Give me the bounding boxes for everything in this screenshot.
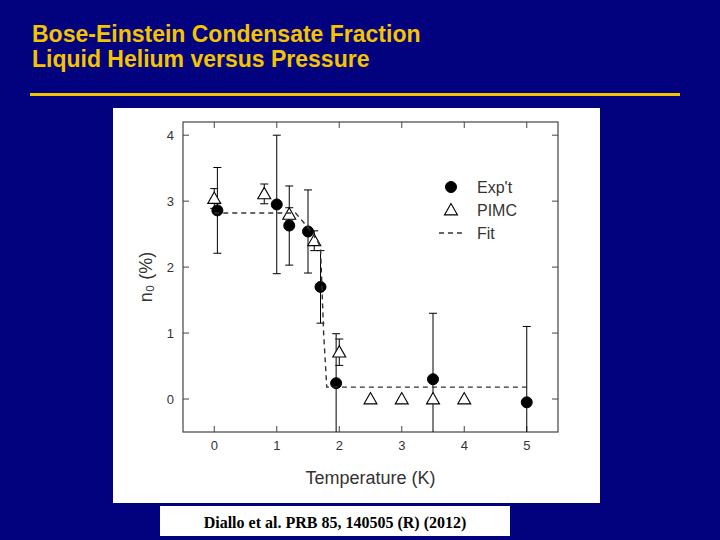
y-tick bbox=[552, 267, 558, 268]
data-point bbox=[428, 374, 439, 385]
figure-panel bbox=[113, 108, 600, 503]
slide: Bose-Einstein Condensate FractionLiquid … bbox=[0, 0, 720, 540]
plot-frame bbox=[183, 122, 558, 432]
y-tick-label: 4 bbox=[167, 128, 174, 143]
data-point bbox=[395, 393, 408, 404]
error-cap bbox=[429, 313, 437, 314]
y-tick-label: 2 bbox=[167, 260, 174, 275]
x-tick bbox=[276, 122, 277, 128]
data-point bbox=[258, 187, 271, 198]
data-point bbox=[212, 205, 223, 216]
y-tick bbox=[183, 333, 189, 334]
y-tick-label: 1 bbox=[167, 326, 174, 341]
error-cap bbox=[304, 273, 312, 274]
error-cap bbox=[335, 365, 343, 366]
y-tick bbox=[183, 399, 189, 400]
error-cap bbox=[304, 189, 312, 190]
citation: Diallo et al. PRB 85, 140505 (R) (2012) bbox=[204, 514, 467, 532]
data-point bbox=[364, 393, 377, 404]
title: Bose-Einstein Condensate Fraction bbox=[32, 21, 421, 47]
y-tick bbox=[183, 135, 189, 136]
error-bar bbox=[433, 313, 434, 432]
legend-swatch bbox=[445, 204, 458, 215]
title-rule bbox=[30, 93, 680, 96]
x-tick bbox=[276, 426, 277, 432]
y-axis-label: n₀ (%) bbox=[136, 252, 156, 302]
legend-swatch bbox=[439, 232, 463, 233]
x-tick bbox=[339, 426, 340, 432]
error-cap bbox=[273, 135, 281, 136]
error-cap bbox=[332, 333, 340, 334]
legend-label: Exp't bbox=[477, 179, 513, 196]
fit-line bbox=[214, 213, 527, 387]
error-cap bbox=[285, 185, 293, 186]
y-tick-label: 0 bbox=[167, 392, 174, 407]
error-cap bbox=[210, 188, 218, 189]
x-tick-label: 2 bbox=[336, 438, 343, 453]
x-tick-label: 5 bbox=[523, 438, 530, 453]
x-tick-label: 4 bbox=[461, 438, 468, 453]
error-cap bbox=[285, 265, 293, 266]
x-tick bbox=[401, 426, 402, 432]
y-tick bbox=[552, 201, 558, 202]
error-cap bbox=[213, 253, 221, 254]
data-point bbox=[315, 281, 326, 292]
plot-area bbox=[208, 135, 533, 432]
legend-swatch bbox=[446, 182, 457, 193]
x-tick bbox=[526, 122, 527, 128]
error-cap bbox=[260, 203, 268, 204]
error-cap bbox=[213, 167, 221, 168]
y-tick-label: 3 bbox=[167, 194, 174, 209]
y-tick bbox=[552, 135, 558, 136]
data-point bbox=[284, 220, 295, 231]
legend-label: Fit bbox=[477, 225, 495, 242]
error-cap bbox=[523, 326, 531, 327]
x-tick bbox=[339, 122, 340, 128]
error-cap bbox=[310, 230, 318, 231]
y-tick bbox=[552, 333, 558, 334]
data-point bbox=[333, 346, 346, 357]
data-point bbox=[458, 393, 471, 404]
data-point bbox=[271, 199, 282, 210]
x-tick bbox=[401, 122, 402, 128]
legend-label: PIMC bbox=[477, 202, 517, 219]
error-cap bbox=[285, 220, 293, 221]
x-tick bbox=[464, 122, 465, 128]
x-tick-label: 1 bbox=[273, 438, 280, 453]
error-cap bbox=[260, 184, 268, 185]
y-tick bbox=[183, 267, 189, 268]
error-cap bbox=[335, 339, 343, 340]
subtitle: Liquid Helium versus Pressure bbox=[32, 46, 369, 72]
data-point bbox=[208, 192, 221, 203]
x-axis-label: Temperature (K) bbox=[305, 468, 435, 488]
x-tick-label: 3 bbox=[398, 438, 405, 453]
x-tick bbox=[214, 122, 215, 128]
data-point bbox=[427, 393, 440, 404]
x-tick-label: 0 bbox=[211, 438, 218, 453]
data-point bbox=[521, 397, 532, 408]
citation-box bbox=[160, 506, 510, 536]
error-bar bbox=[526, 326, 527, 432]
error-cap bbox=[273, 273, 281, 274]
y-tick bbox=[183, 201, 189, 202]
x-tick bbox=[464, 426, 465, 432]
error-cap bbox=[210, 208, 218, 209]
error-cap bbox=[310, 250, 318, 251]
y-tick bbox=[552, 399, 558, 400]
x-tick bbox=[214, 426, 215, 432]
background bbox=[0, 0, 720, 540]
